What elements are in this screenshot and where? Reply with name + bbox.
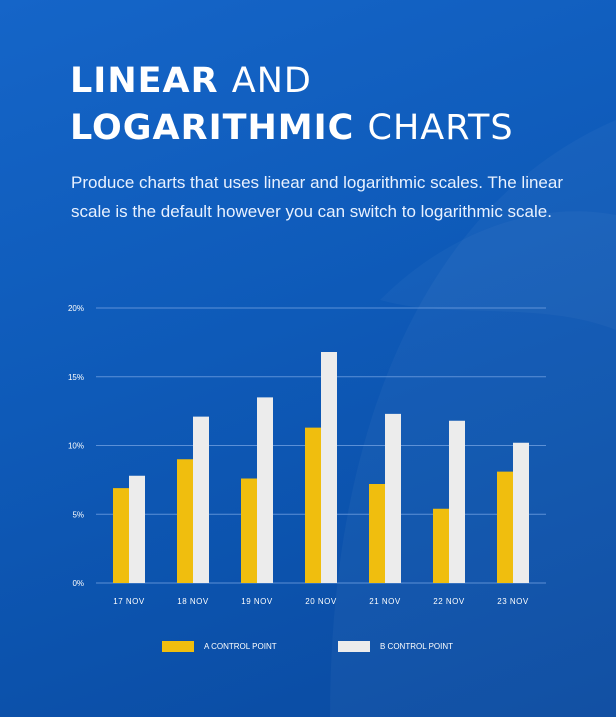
x-tick-label: 18 NOV [177,597,209,606]
legend-label-a: A CONTROL POINT [204,642,277,651]
title-logarithmic: LOGARITHMIC [70,108,355,148]
bar-b [257,397,273,583]
x-tick-label: 21 NOV [369,597,401,606]
title-linear: LINEAR [70,61,219,101]
title-and: AND [231,61,312,101]
bar-a [369,484,385,583]
legend-swatch-b [338,641,370,652]
x-tick-label: 19 NOV [241,597,273,606]
bar-b [129,475,145,583]
description-text: Produce charts that uses linear and loga… [71,173,563,221]
y-tick-label: 10% [68,442,84,451]
bar-b [449,420,465,583]
bar-a [241,478,257,583]
x-tick-label: 23 NOV [497,597,529,606]
y-tick-label: 20% [68,304,84,313]
bar-a [113,488,129,583]
legend-swatch-a [162,641,194,652]
bar-b [385,413,401,583]
x-tick-label: 20 NOV [305,597,337,606]
x-tick-label: 22 NOV [433,597,465,606]
title-charts: CHARTS [367,108,514,148]
bar-a [177,459,193,583]
x-tick-label: 17 NOV [113,597,145,606]
bar-b [513,442,529,583]
bar-chart: 0% 5% 10% 15% 20% 17 NOV 18 NOV 19 NOV 20 NOV 21 … [68,304,546,606]
bar-a [497,471,513,583]
legend-label-b: B CONTROL POINT [380,642,454,651]
bar-b [193,416,209,583]
bar-a [433,508,449,583]
y-tick-label: 5% [72,510,84,519]
y-tick-label: 0% [72,579,84,588]
bar-a [305,427,321,583]
bar-b [321,352,337,583]
page-title: LINEAR AND LOGARITHMIC CHARTS [70,58,514,152]
y-tick-label: 15% [68,373,84,382]
